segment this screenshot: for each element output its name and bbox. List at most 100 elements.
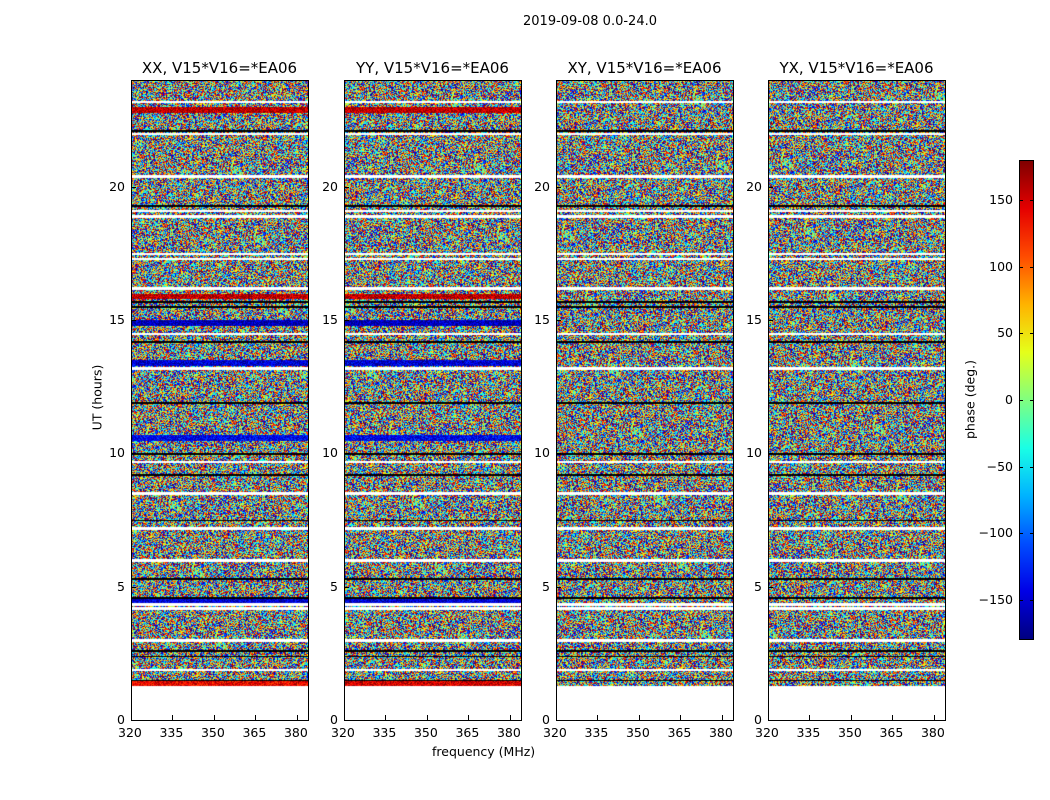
y-tick-mark bbox=[768, 453, 773, 455]
colorbar-tick-mark bbox=[1019, 600, 1034, 601]
x-tick-mark bbox=[131, 715, 132, 720]
x-tick-mark bbox=[296, 715, 298, 720]
colorbar-label: phase (deg.) bbox=[962, 360, 978, 439]
x-tick-mark bbox=[172, 715, 174, 720]
colorbar-tick-label: 150 bbox=[989, 192, 1013, 207]
x-tick-mark bbox=[344, 715, 345, 720]
x-tick-label: 335 bbox=[796, 725, 821, 740]
colorbar-tick-label: −100 bbox=[978, 525, 1013, 541]
x-tick-label: 335 bbox=[372, 725, 397, 740]
x-tick-mark bbox=[509, 715, 511, 720]
x-tick-mark bbox=[468, 715, 470, 720]
y-tick-label: 5 bbox=[330, 578, 338, 594]
x-tick-mark bbox=[556, 715, 557, 720]
colorbar-tick-label: 50 bbox=[997, 325, 1013, 341]
x-tick-mark bbox=[426, 715, 428, 720]
x-tick-label: 380 bbox=[496, 725, 521, 740]
y-axis-label: UT (hours) bbox=[89, 364, 105, 431]
y-tick-label: 15 bbox=[322, 312, 338, 327]
y-tick-label: 10 bbox=[534, 445, 550, 461]
x-tick-label: 365 bbox=[667, 725, 692, 740]
y-tick-label: 10 bbox=[746, 445, 762, 461]
x-tick-label: 320 bbox=[543, 725, 567, 740]
colorbar-tick-mark bbox=[1019, 533, 1034, 535]
colorbar-tick-label: 0 bbox=[1005, 392, 1013, 407]
colorbar-tick-mark bbox=[1019, 200, 1034, 201]
x-tick-mark bbox=[721, 715, 723, 720]
y-tick-mark bbox=[768, 720, 773, 721]
panel-axes bbox=[344, 80, 522, 721]
y-tick-label: 5 bbox=[542, 578, 550, 594]
x-tick-label: 350 bbox=[625, 725, 650, 740]
y-tick-mark bbox=[344, 453, 349, 455]
colorbar-tick-mark bbox=[1019, 333, 1034, 335]
y-tick-mark bbox=[131, 453, 136, 455]
x-tick-label: 380 bbox=[708, 725, 733, 740]
y-tick-label: 5 bbox=[754, 578, 762, 594]
y-tick-mark bbox=[556, 186, 561, 188]
x-tick-label: 335 bbox=[159, 725, 184, 740]
x-tick-mark bbox=[385, 715, 387, 720]
y-tick-mark bbox=[556, 586, 561, 588]
colorbar-tick-label: −150 bbox=[978, 592, 1013, 607]
y-tick-mark bbox=[556, 453, 561, 455]
y-tick-mark bbox=[131, 720, 136, 721]
colorbar-tick-mark bbox=[1019, 466, 1034, 468]
x-tick-mark bbox=[680, 715, 682, 720]
x-tick-label: 350 bbox=[413, 725, 438, 740]
phase-heatmap-xx bbox=[131, 80, 308, 720]
panel-axes bbox=[768, 80, 946, 721]
figure-title: 2019-09-08 0.0-24.0 bbox=[523, 14, 657, 29]
colorbar-tick-mark bbox=[1019, 266, 1034, 268]
y-tick-label: 0 bbox=[117, 712, 125, 727]
y-tick-mark bbox=[131, 320, 136, 321]
colorbar-tick-mark bbox=[1019, 400, 1034, 401]
panel-title: YX, V15*V16=*EA06 bbox=[779, 59, 934, 77]
x-tick-label: 365 bbox=[879, 725, 904, 740]
y-tick-label: 15 bbox=[746, 312, 762, 327]
colorbar-tick-label: 100 bbox=[989, 258, 1013, 274]
panel-axes bbox=[131, 80, 309, 721]
y-tick-mark bbox=[768, 586, 773, 588]
y-tick-mark bbox=[131, 586, 136, 588]
phase-heatmap-yy bbox=[344, 80, 521, 720]
x-tick-label: 380 bbox=[920, 725, 945, 740]
y-tick-label: 10 bbox=[109, 445, 125, 461]
colorbar-tick-label: −50 bbox=[986, 458, 1013, 474]
panel-axes bbox=[556, 80, 734, 721]
y-tick-label: 20 bbox=[534, 178, 550, 194]
x-tick-label: 320 bbox=[331, 725, 355, 740]
x-tick-mark bbox=[213, 715, 215, 720]
y-tick-mark bbox=[768, 320, 773, 321]
panel-title: XX, V15*V16=*EA06 bbox=[141, 59, 298, 77]
y-tick-label: 5 bbox=[117, 578, 125, 594]
y-tick-mark bbox=[768, 186, 773, 188]
panel-title: YY, V15*V16=*EA06 bbox=[356, 59, 509, 77]
y-tick-label: 15 bbox=[109, 312, 125, 327]
x-tick-label: 365 bbox=[455, 725, 480, 740]
x-tick-mark bbox=[638, 715, 640, 720]
y-tick-mark bbox=[344, 186, 349, 188]
y-tick-label: 0 bbox=[542, 712, 550, 727]
y-tick-label: 20 bbox=[109, 178, 125, 194]
x-tick-mark bbox=[768, 715, 769, 720]
x-tick-mark bbox=[597, 715, 599, 720]
x-tick-mark bbox=[255, 715, 257, 720]
y-tick-label: 0 bbox=[330, 712, 338, 727]
x-tick-mark bbox=[892, 715, 894, 720]
y-tick-mark bbox=[344, 720, 349, 721]
y-tick-mark bbox=[344, 320, 349, 321]
x-axis-label: frequency (MHz) bbox=[432, 744, 536, 759]
y-tick-label: 10 bbox=[322, 445, 338, 461]
x-tick-label: 335 bbox=[584, 725, 609, 740]
y-tick-mark bbox=[556, 320, 561, 321]
x-tick-label: 320 bbox=[755, 725, 779, 740]
phase-heatmap-yx bbox=[768, 80, 945, 720]
x-tick-label: 350 bbox=[200, 725, 225, 740]
y-tick-mark bbox=[131, 186, 136, 188]
y-tick-label: 20 bbox=[322, 178, 338, 194]
y-tick-label: 0 bbox=[754, 712, 762, 727]
phase-heatmap-xy bbox=[556, 80, 733, 720]
x-tick-label: 365 bbox=[242, 725, 267, 740]
